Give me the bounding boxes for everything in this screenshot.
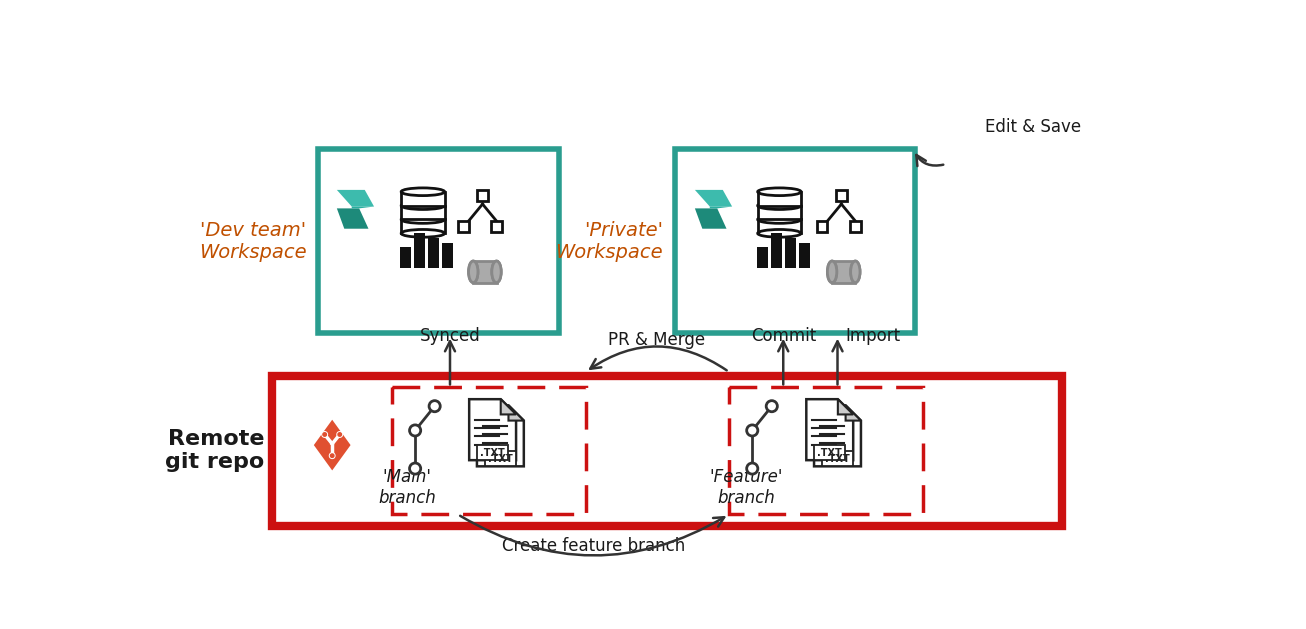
FancyArrowPatch shape <box>460 516 725 555</box>
Ellipse shape <box>469 261 478 282</box>
Text: Commit: Commit <box>751 327 816 345</box>
Bar <box>485 451 516 466</box>
Circle shape <box>329 453 334 459</box>
Text: 'Private'
Workspace: 'Private' Workspace <box>555 221 663 262</box>
Ellipse shape <box>757 230 801 237</box>
Polygon shape <box>814 405 861 466</box>
Ellipse shape <box>828 261 837 282</box>
Ellipse shape <box>757 216 801 223</box>
Text: Synced: Synced <box>419 327 481 345</box>
Polygon shape <box>806 399 853 460</box>
Polygon shape <box>709 206 733 208</box>
Text: .TXT: .TXT <box>818 448 842 457</box>
Polygon shape <box>508 405 524 421</box>
Circle shape <box>747 425 757 436</box>
FancyArrowPatch shape <box>917 155 943 166</box>
FancyArrowPatch shape <box>445 342 454 384</box>
Ellipse shape <box>492 261 502 282</box>
Bar <box>729 387 923 515</box>
Circle shape <box>430 401 440 412</box>
Bar <box>491 221 502 232</box>
Circle shape <box>321 431 328 437</box>
FancyArrowPatch shape <box>778 342 789 384</box>
Ellipse shape <box>401 230 444 237</box>
Bar <box>272 376 1062 526</box>
Bar <box>799 243 810 268</box>
Circle shape <box>410 463 421 474</box>
Circle shape <box>337 431 342 437</box>
Bar <box>457 221 469 232</box>
Polygon shape <box>337 208 368 229</box>
Bar <box>401 247 411 268</box>
Bar <box>815 445 845 460</box>
Text: PR & Merge: PR & Merge <box>609 331 705 349</box>
Polygon shape <box>845 405 861 421</box>
Text: Remote
git repo: Remote git repo <box>165 429 264 472</box>
FancyArrowPatch shape <box>590 347 726 370</box>
Bar <box>401 206 444 220</box>
Text: 'Feature'
branch: 'Feature' branch <box>709 468 782 507</box>
Bar <box>785 238 795 268</box>
Text: .TXT: .TXT <box>825 454 850 464</box>
Bar <box>771 233 782 268</box>
Polygon shape <box>695 190 733 206</box>
Polygon shape <box>351 206 374 208</box>
Circle shape <box>323 433 326 437</box>
Polygon shape <box>469 399 516 460</box>
Ellipse shape <box>757 202 801 209</box>
Circle shape <box>747 463 757 474</box>
Ellipse shape <box>401 202 444 209</box>
Ellipse shape <box>757 188 801 196</box>
Polygon shape <box>477 405 524 466</box>
Text: Import: Import <box>845 327 900 345</box>
Bar <box>473 261 496 282</box>
Circle shape <box>410 425 421 436</box>
Bar <box>401 220 444 233</box>
Polygon shape <box>312 418 353 473</box>
Circle shape <box>330 454 334 457</box>
Ellipse shape <box>469 261 478 282</box>
Bar <box>816 221 828 232</box>
Ellipse shape <box>850 261 861 282</box>
Text: Edit & Save: Edit & Save <box>985 118 1081 135</box>
Bar <box>757 206 801 220</box>
Ellipse shape <box>401 188 444 196</box>
Text: 'Main'
branch: 'Main' branch <box>379 468 436 507</box>
Bar <box>832 261 855 282</box>
Bar <box>319 148 559 333</box>
Bar <box>757 247 768 268</box>
Bar <box>675 148 916 333</box>
Ellipse shape <box>401 216 444 223</box>
Polygon shape <box>337 190 374 206</box>
Text: .TXT: .TXT <box>481 448 505 457</box>
Ellipse shape <box>828 261 837 282</box>
FancyArrowPatch shape <box>832 342 842 384</box>
Circle shape <box>338 433 341 437</box>
Polygon shape <box>838 399 853 415</box>
Bar <box>392 387 585 515</box>
Text: 'Dev team'
Workspace: 'Dev team' Workspace <box>199 221 307 262</box>
Bar <box>757 220 801 233</box>
Circle shape <box>767 401 777 412</box>
Ellipse shape <box>850 261 861 282</box>
Ellipse shape <box>492 261 502 282</box>
Bar <box>414 233 426 268</box>
Bar <box>850 221 861 232</box>
Text: Create feature branch: Create feature branch <box>502 537 686 555</box>
Bar <box>443 243 453 268</box>
Bar <box>428 238 439 268</box>
Text: .TXT: .TXT <box>488 454 513 464</box>
Polygon shape <box>500 399 516 415</box>
Bar <box>836 190 846 201</box>
Bar <box>823 451 853 466</box>
Bar <box>477 190 488 201</box>
Bar <box>477 445 508 460</box>
Bar <box>757 192 801 206</box>
Polygon shape <box>695 208 726 229</box>
Bar <box>401 192 444 206</box>
